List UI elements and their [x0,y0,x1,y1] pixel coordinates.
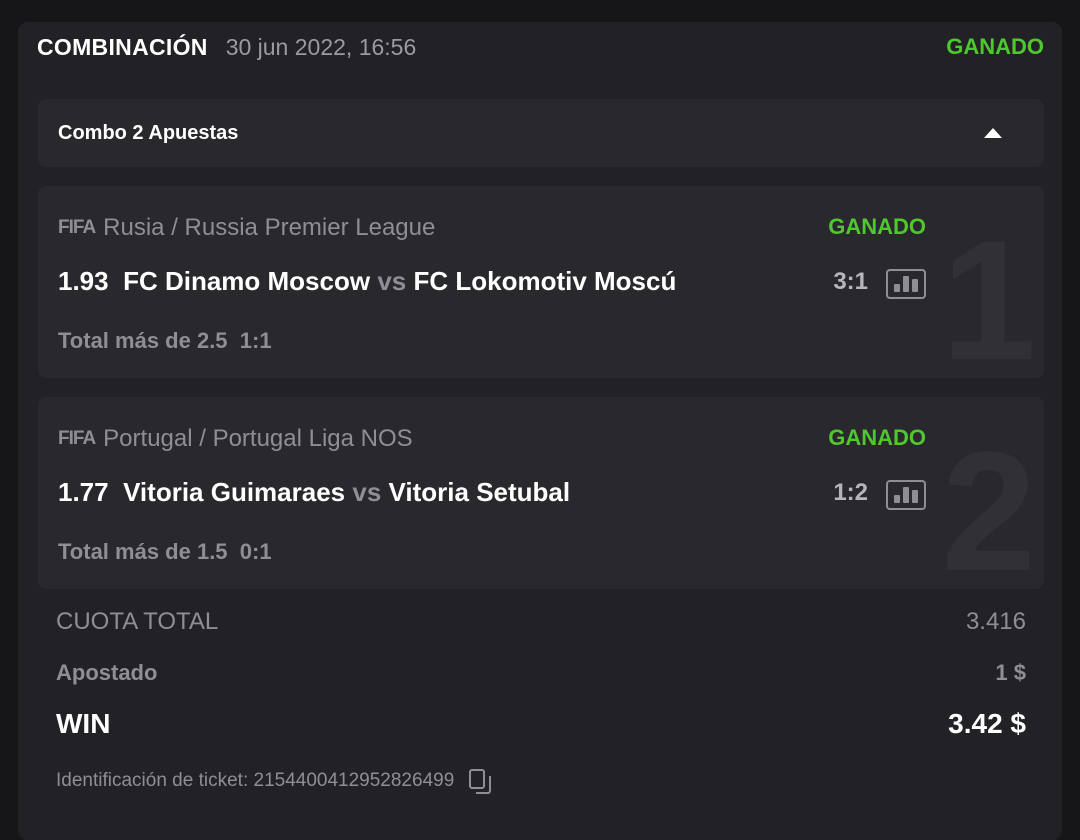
combo-toggle[interactable]: Combo 2 Apuestas [38,99,1044,167]
market: Total más de 2.5 1:1 [58,328,272,354]
match: 1.77 Vitoria Guimaraes vs Vitoria Setuba… [58,477,570,508]
odds: 1.77 [58,477,109,507]
odds: 1.93 [58,266,109,296]
score: 3:1 [833,268,868,295]
stats-icon[interactable] [886,269,926,299]
vs: vs [377,266,407,296]
market: Total más de 1.5 0:1 [58,539,272,565]
home-team: Vitoria Guimaraes [123,477,346,507]
away-team: FC Lokomotiv Moscú [413,266,677,296]
stake-label: Apostado [56,660,158,685]
league: Rusia / Russia Premier League [103,214,436,241]
stats-icon[interactable] [886,480,926,510]
home-team: FC Dinamo Moscow [123,266,371,296]
market-name: Total más de 1.5 [58,539,228,564]
stake-value: 1 $ [995,660,1026,685]
fifa-logo-icon: FIFA [58,217,96,238]
ticket-id: Identificación de ticket: 21544004129528… [56,768,492,794]
total-odds-row: CUOTA TOTAL 3.416 [56,608,1026,636]
market-name: Total más de 2.5 [58,328,228,353]
away-team: Vitoria Setubal [388,477,571,507]
ticket-id-text: Identificación de ticket: 21544004129528… [56,770,455,791]
event-card: 2 FIFA Portugal / Portugal Liga NOS GANAD… [38,397,1044,589]
league: Portugal / Portugal Liga NOS [103,425,413,452]
market-score: 0:1 [239,539,272,564]
bet-header: COMBINACIÓN 30 jun 2022, 16:56 GANADO [37,22,1044,72]
total-odds-value: 3.416 [965,608,1026,635]
event-index: 1 [941,206,1036,378]
win-label: WIN [56,708,111,739]
event-index: 2 [941,417,1036,589]
fifa-logo-icon: FIFA [58,428,96,449]
event-card: 1 FIFA Rusia / Russia Premier League GANA… [38,186,1044,378]
stake-row: Apostado 1 $ [56,660,1026,686]
market-score: 1:1 [239,328,272,353]
copy-icon[interactable] [468,768,492,794]
total-odds-label: CUOTA TOTAL [56,608,219,635]
event-status: GANADO [828,214,926,239]
bet-status: GANADO [946,34,1044,59]
bet-datetime: 30 jun 2022, 16:56 [225,33,417,60]
vs: vs [352,477,382,507]
collapse-arrow-icon[interactable] [984,128,1002,138]
score: 1:2 [833,479,868,506]
event-status: GANADO [828,425,926,450]
match: 1.93 FC Dinamo Moscow vs FC Lokomotiv Mo… [58,266,676,297]
combo-label: Combo 2 Apuestas [58,121,239,144]
bet-type: COMBINACIÓN [37,33,208,60]
win-row: WIN 3.42 $ [56,708,1026,740]
win-value: 3.42 $ [948,708,1026,739]
